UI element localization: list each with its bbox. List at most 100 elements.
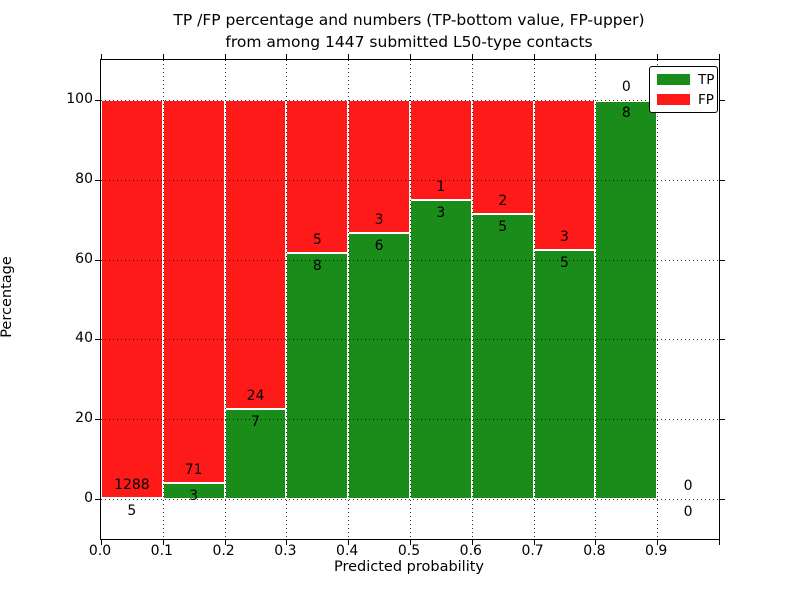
- x-tick-mark: [410, 54, 411, 59]
- fp-count-label: 3: [374, 211, 384, 228]
- x-tick-mark: [657, 54, 659, 59]
- x-tick-label: 0.1: [150, 543, 173, 559]
- chart-title-line-2: from among 1447 submitted L50-type conta…: [225, 33, 593, 51]
- tp-count-label: 3: [189, 487, 199, 504]
- x-tick-label: 0.4: [336, 543, 359, 559]
- y-tick-mark: [720, 99, 725, 101]
- fp-count-label: 3: [560, 228, 569, 245]
- tp-bar-segment: [595, 99, 658, 500]
- fp-count-label: 2: [498, 192, 508, 209]
- tp-count-label: 6: [374, 237, 384, 254]
- x-tick-label: 0.2: [212, 543, 235, 559]
- tp-count-label: 3: [436, 204, 446, 221]
- fp-count-label: 1288: [114, 476, 150, 493]
- tp-count-label: 0: [683, 504, 693, 521]
- v-gridline: [224, 60, 226, 539]
- x-tick-mark: [719, 540, 720, 545]
- x-tick-mark: [657, 540, 659, 545]
- fp-color-swatch: [657, 94, 690, 105]
- x-tick-mark: [348, 54, 350, 59]
- y-tick-mark: [720, 499, 725, 501]
- v-gridline: [595, 60, 597, 539]
- y-tick-label: 60: [75, 250, 93, 267]
- x-tick-label: 0.7: [521, 543, 544, 559]
- tp-count-label: 5: [498, 218, 508, 235]
- y-tick-label: 0: [84, 490, 93, 507]
- tp-bar-segment: [286, 253, 349, 500]
- x-tick-label: 0.6: [459, 543, 482, 559]
- fp-count-label: 24: [246, 387, 265, 404]
- legend-label-tp: TP: [698, 71, 715, 88]
- x-tick-label: 0.8: [583, 543, 606, 559]
- x-tick-label: 0.9: [645, 543, 668, 559]
- y-axis-label: Percentage: [0, 256, 15, 338]
- x-tick-mark: [286, 54, 288, 59]
- fp-bar-segment: [101, 99, 163, 498]
- x-tick-mark: [162, 54, 164, 59]
- fp-count-label: 1: [436, 178, 446, 195]
- v-gridline: [533, 60, 535, 539]
- fp-count-label: 5: [312, 232, 322, 249]
- v-gridline: [657, 60, 659, 539]
- tp-count-label: 8: [312, 258, 322, 275]
- tp-bar-segment: [533, 249, 596, 500]
- v-gridline: [286, 60, 288, 539]
- x-tick-mark: [162, 540, 164, 545]
- legend-label-fp: FP: [698, 91, 714, 108]
- y-tick-label: 40: [75, 330, 93, 347]
- v-gridline: [162, 60, 164, 539]
- y-tick-mark: [95, 499, 100, 501]
- y-tick-mark: [720, 259, 725, 261]
- fp-bar-segment: [224, 99, 287, 409]
- x-tick-mark: [224, 54, 226, 59]
- x-tick-mark: [348, 540, 350, 545]
- x-tick-label: 0.0: [88, 543, 112, 559]
- y-tick-mark: [720, 179, 725, 181]
- tp-count-label: 7: [251, 413, 260, 430]
- tp-bar-segment: [410, 199, 472, 500]
- legend: TP FP: [649, 66, 718, 113]
- x-tick-mark: [533, 540, 535, 545]
- x-tick-mark: [224, 540, 226, 545]
- tp-count-label: 5: [127, 502, 137, 519]
- tp-bar-segment: [348, 232, 410, 500]
- y-tick-label: 80: [75, 170, 93, 187]
- x-tick-mark: [286, 540, 288, 545]
- x-tick-mark: [595, 54, 597, 59]
- fp-count-label: 0: [621, 78, 631, 95]
- fp-bar-segment: [162, 99, 225, 483]
- v-gridline: [471, 60, 473, 539]
- fp-bar-segment: [286, 99, 349, 254]
- x-tick-mark: [595, 540, 597, 545]
- plot-area: 1288 5 71 3 24 7 5 8 3 6 1 3 2 5 3 5 0 8 0 0: [95, 54, 725, 545]
- y-tick-mark: [720, 419, 725, 421]
- y-tick-label: 100: [66, 90, 93, 107]
- y-tick-mark: [95, 339, 100, 341]
- x-tick-label: 0.3: [274, 543, 297, 559]
- tp-count-label: 8: [621, 104, 631, 121]
- legend-entry-tp: TP: [650, 71, 717, 88]
- x-tick-mark: [471, 54, 473, 59]
- y-tick-mark: [95, 259, 100, 261]
- legend-entry-fp: FP: [650, 91, 717, 108]
- tp-count-label: 5: [560, 254, 569, 271]
- x-tick-mark: [101, 540, 102, 545]
- y-tick-mark: [95, 99, 100, 101]
- x-tick-mark: [410, 540, 411, 545]
- y-tick-mark: [95, 419, 100, 421]
- tp-bar-segment: [224, 408, 287, 500]
- y-tick-label: 20: [75, 410, 93, 427]
- v-gridline: [348, 60, 350, 539]
- x-axis-label: Predicted probability: [333, 559, 485, 575]
- tp-color-swatch: [657, 74, 690, 85]
- x-tick-mark: [471, 540, 473, 545]
- x-tick-mark: [719, 54, 720, 59]
- fp-count-label: 71: [184, 461, 203, 478]
- fp-count-label: 0: [683, 478, 693, 495]
- x-tick-mark: [533, 54, 535, 59]
- x-tick-mark: [101, 54, 102, 59]
- y-tick-mark: [720, 339, 725, 341]
- y-tick-mark: [95, 179, 100, 181]
- chart-title-line-1: TP /FP percentage and numbers (TP-bottom…: [173, 11, 645, 29]
